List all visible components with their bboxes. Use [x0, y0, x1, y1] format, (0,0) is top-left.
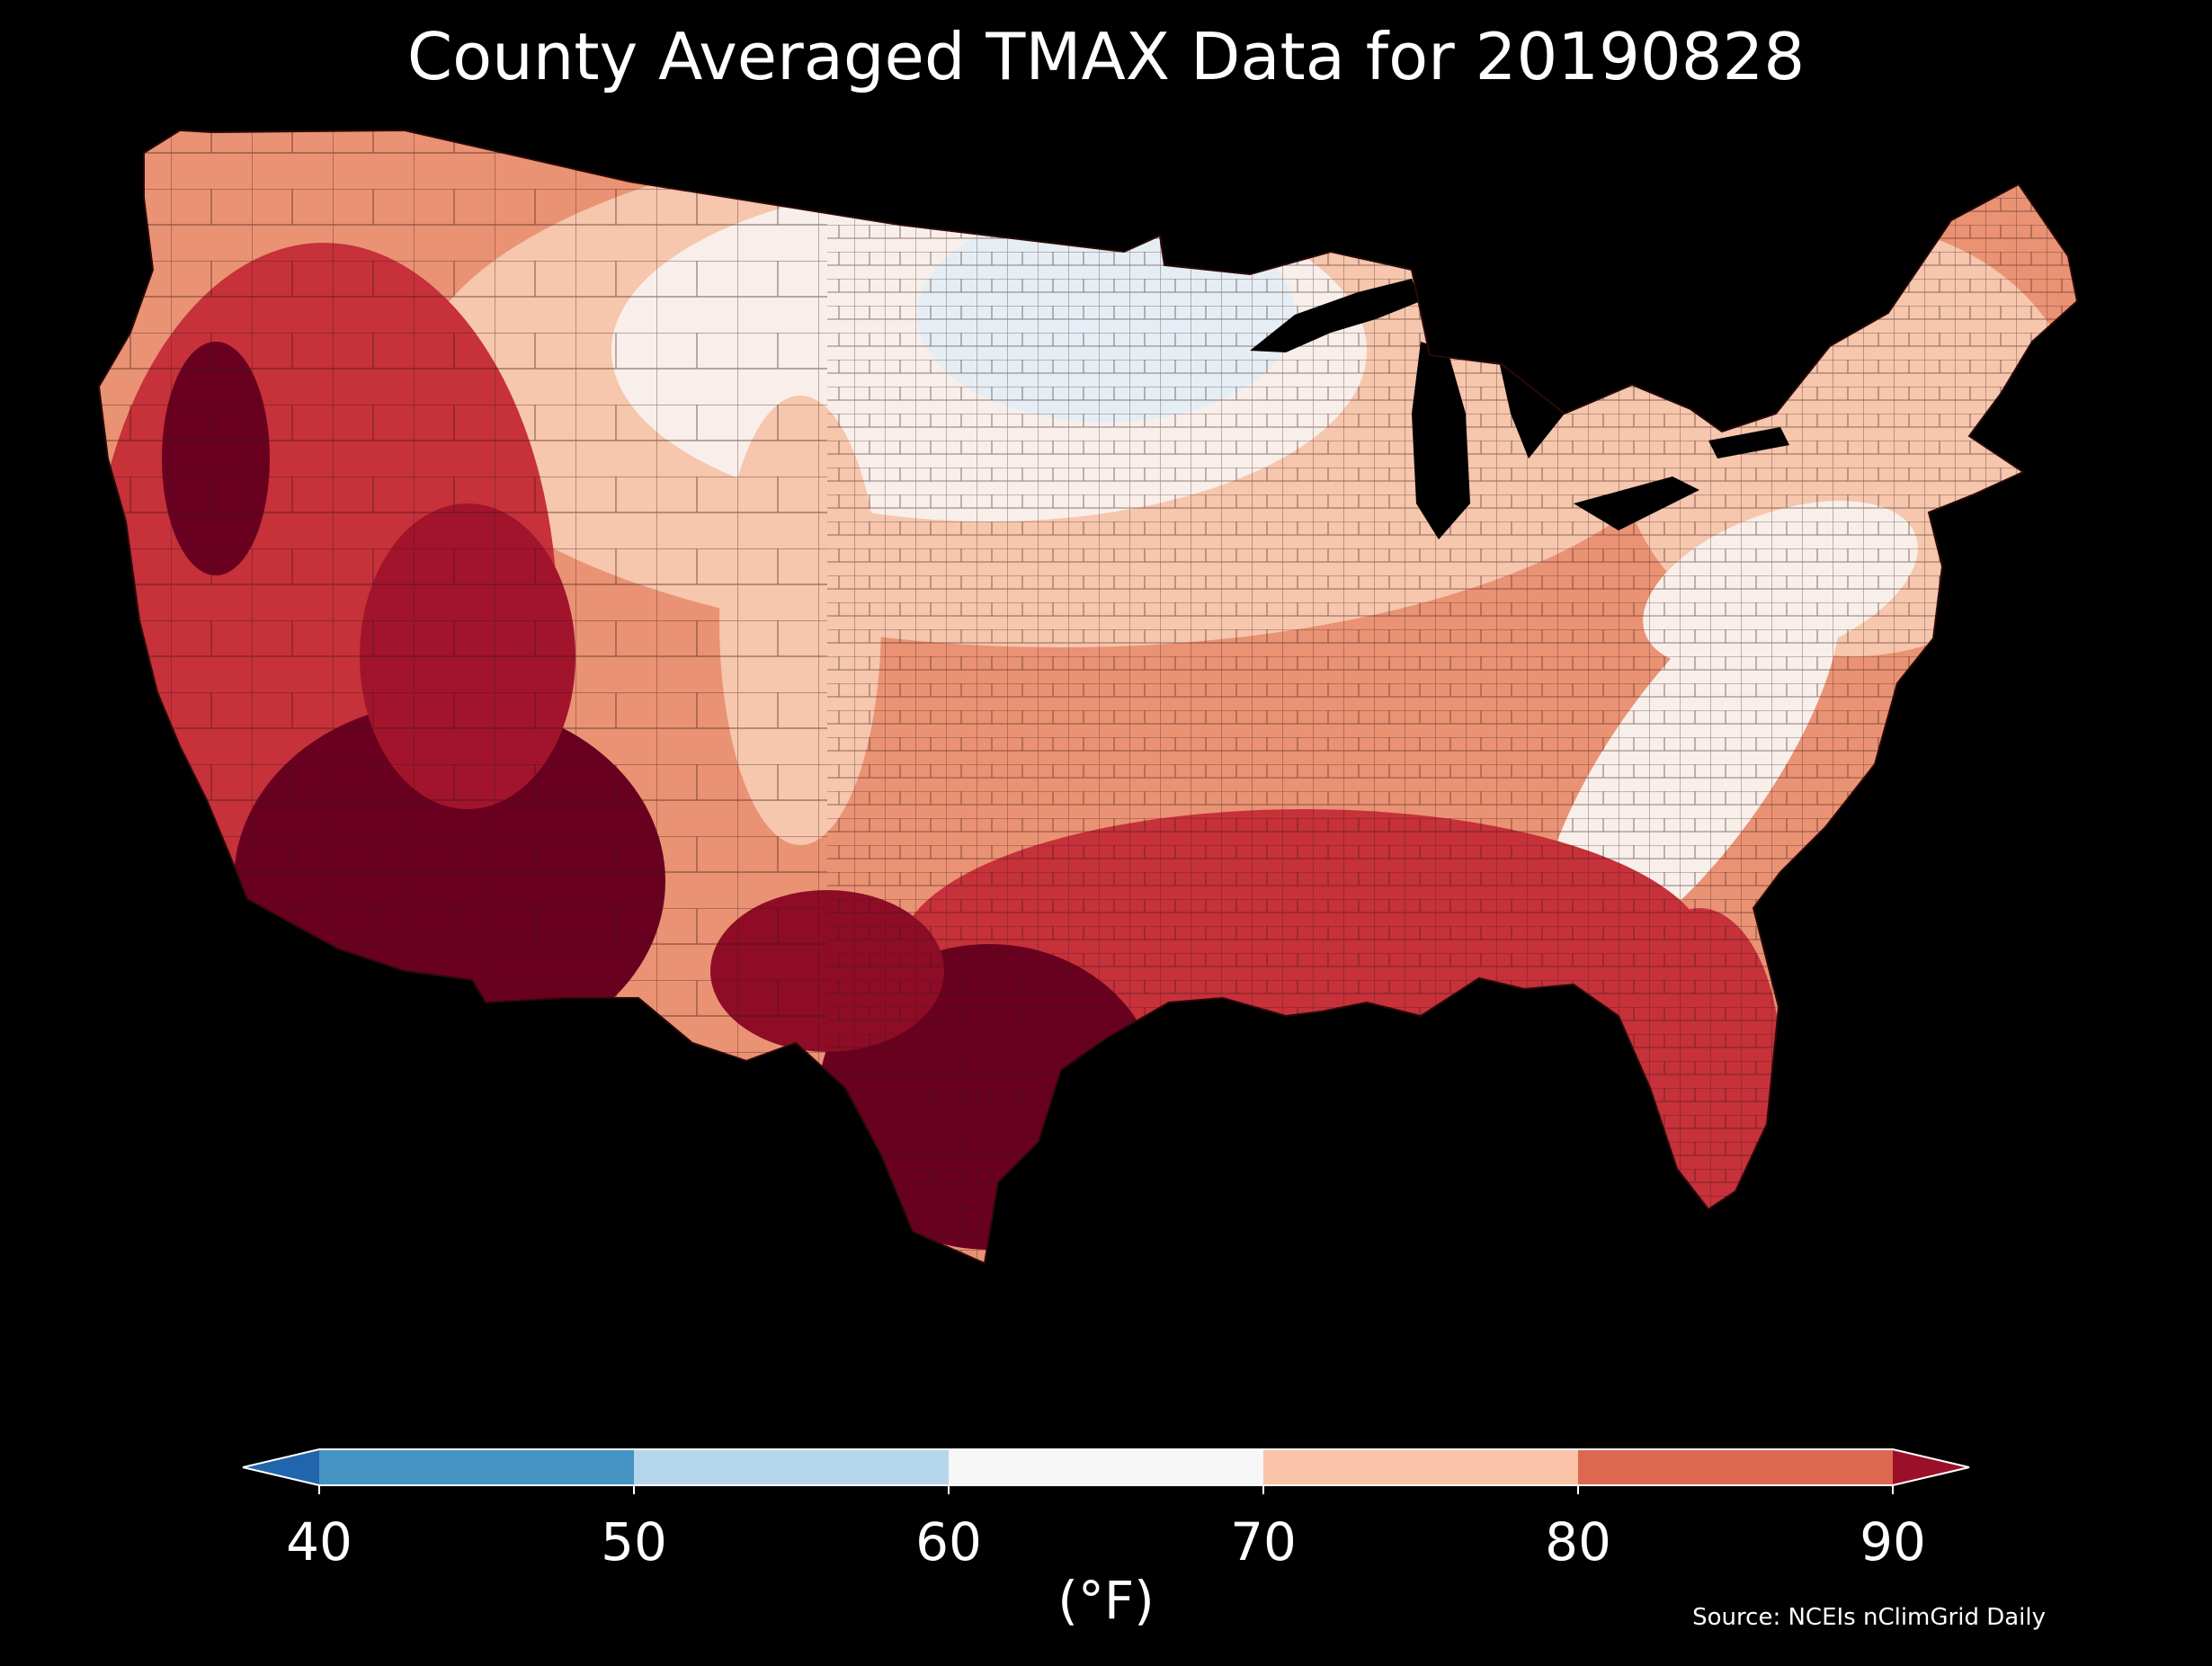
great-lakes — [1250, 279, 1789, 539]
colorbar-tick-label: 80 — [1545, 1511, 1611, 1572]
lake-superior — [1250, 279, 1421, 352]
source-credit: Source: NCEIs nClimGrid Daily — [1692, 1604, 2046, 1631]
colorbar-tick-label: 90 — [1860, 1511, 1926, 1572]
colorbar-tick-label: 40 — [286, 1511, 352, 1572]
lake-ontario — [1708, 427, 1789, 459]
colorbar-bin — [319, 1449, 634, 1485]
colorbar-units-label: (°F) — [1057, 1570, 1155, 1631]
east-county-borders — [827, 130, 2077, 1263]
us-outline — [97, 129, 2079, 1265]
page-title: County Averaged TMAX Data for 20190828 — [406, 19, 1806, 94]
colorbar-bin — [949, 1449, 1263, 1485]
colorbar-extend-high — [1893, 1449, 1969, 1485]
us-county-map — [97, 129, 2079, 1265]
colorbar-bin — [634, 1449, 949, 1485]
temperature-field — [99, 130, 2077, 1263]
colorbar-bin — [1578, 1449, 1893, 1485]
colorbar-extend-low — [243, 1449, 319, 1485]
lake-michigan — [1412, 342, 1470, 539]
colorbar-tick-label: 70 — [1230, 1511, 1297, 1572]
colorbar-tick-label: 60 — [915, 1511, 982, 1572]
lake-erie — [1574, 477, 1699, 530]
west-county-borders — [99, 130, 827, 1263]
colorbar-tick-label: 50 — [601, 1511, 667, 1572]
colorbar-bin — [1263, 1449, 1578, 1485]
temperature-colorbar — [242, 1448, 1970, 1494]
lake-huron — [1493, 333, 1565, 459]
